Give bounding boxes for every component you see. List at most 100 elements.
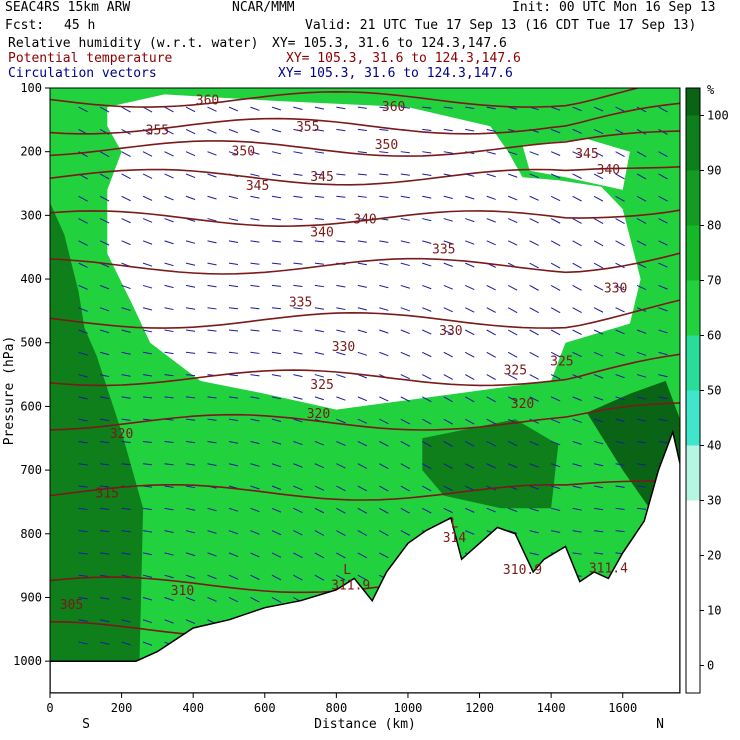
circulation-vector <box>336 329 346 333</box>
circulation-vector <box>357 240 367 243</box>
circulation-vector <box>357 485 368 492</box>
circulation-vector <box>422 284 432 290</box>
y-axis-label: Pressure (hPa) <box>2 336 17 446</box>
circulation-vector <box>550 218 561 224</box>
field-theta-xy: XY= 105.3, 31.6 to 124.3,147.6 <box>286 51 521 66</box>
circulation-vector <box>185 574 196 579</box>
circulation-vector <box>228 329 239 332</box>
circulation-vector <box>615 262 625 269</box>
circulation-vector <box>550 440 561 446</box>
circulation-vector <box>185 307 196 310</box>
colorbar: 0 10 20 30 40 50 60 70 80 90 100% <box>685 83 729 694</box>
circulation-vector <box>615 307 625 313</box>
colorbar-swatch <box>686 665 700 693</box>
circulation-vector <box>486 240 496 246</box>
circulation-vector <box>379 441 389 447</box>
theta-contour-340 <box>50 209 680 228</box>
theta-label: 355 <box>296 120 319 135</box>
terrain-profile <box>50 429 680 693</box>
circulation-vector <box>422 418 432 425</box>
circulation-vector <box>100 530 110 533</box>
circulation-vector <box>357 374 368 379</box>
circulation-vector <box>228 396 239 399</box>
theta-contour-335 <box>50 252 680 275</box>
circulation-vector <box>357 418 368 424</box>
circulation-vector <box>228 307 239 310</box>
colorbar-swatch <box>686 88 700 116</box>
circulation-vector <box>464 463 475 469</box>
circulation-vector <box>121 195 131 202</box>
circulation-vector <box>99 151 110 158</box>
circulation-vector <box>78 440 88 444</box>
circulation-vector <box>228 463 239 467</box>
circulation-vector <box>572 307 582 313</box>
circulation-vector <box>486 374 496 381</box>
theta-label: 335 <box>432 242 455 257</box>
circulation-vector <box>250 151 260 155</box>
circulation-vector <box>121 396 131 399</box>
circulation-vector <box>336 173 346 176</box>
circulation-vector <box>164 329 174 333</box>
circulation-vector <box>636 284 647 290</box>
circulation-vector <box>78 106 88 113</box>
circulation-vector <box>486 218 496 223</box>
circulation-vector <box>508 151 518 156</box>
circulation-vector <box>185 284 196 288</box>
circulation-vector <box>379 530 389 536</box>
circulation-vector <box>379 284 389 289</box>
circulation-vector <box>185 418 196 421</box>
circulation-vector <box>336 463 346 469</box>
x-end-label-north: N <box>656 717 664 732</box>
circulation-vector <box>164 262 174 267</box>
circulation-vector <box>271 173 282 177</box>
circulation-vector <box>572 151 582 157</box>
circulation-vector <box>164 284 174 289</box>
circulation-vector <box>572 418 582 423</box>
circulation-vector <box>207 218 217 222</box>
circulation-vector <box>400 151 410 154</box>
circulation-vector <box>572 552 582 555</box>
circulation-vector <box>507 463 518 469</box>
circulation-vector <box>121 507 131 510</box>
circulation-vector <box>336 218 346 221</box>
theta-label: 350 <box>375 138 398 153</box>
circulation-vector <box>207 173 217 178</box>
circulation-vector <box>207 418 217 421</box>
circulation-vector <box>422 351 432 358</box>
circulation-vector <box>207 284 217 288</box>
circulation-vector <box>550 329 561 336</box>
circulation-vector <box>185 597 196 602</box>
circulation-vector <box>658 418 668 422</box>
circulation-vector <box>207 440 217 444</box>
rh-moist-column <box>50 279 144 662</box>
circulation-vector <box>185 530 196 534</box>
circulation-vector <box>78 195 88 202</box>
circulation-vector <box>293 463 303 468</box>
circulation-vector <box>164 530 174 533</box>
circulation-vector <box>636 262 647 268</box>
circulation-vector <box>164 374 174 377</box>
circulation-vector <box>615 173 625 180</box>
circulation-vector <box>357 440 368 447</box>
theta-contour-350 <box>50 130 680 157</box>
circulation-vector <box>400 195 410 199</box>
circulation-vector <box>142 329 153 333</box>
circulation-vector <box>615 151 625 157</box>
colorbar-swatch <box>686 225 700 281</box>
circulation-vector <box>314 485 325 491</box>
circulation-vector <box>250 284 260 287</box>
circulation-vector <box>379 173 389 176</box>
circulation-vector <box>572 240 582 247</box>
circulation-vector <box>293 574 303 581</box>
circulation-vector <box>658 195 668 202</box>
circulation-vector <box>164 173 174 179</box>
circulation-vector <box>464 329 475 336</box>
circulation-vector <box>379 329 389 334</box>
circulation-vector <box>507 218 518 224</box>
circulation-vector <box>78 284 88 290</box>
circulation-vector <box>250 128 260 133</box>
circulation-vector <box>615 218 625 224</box>
circulation-vector <box>400 530 411 536</box>
circulation-vector <box>293 218 303 221</box>
